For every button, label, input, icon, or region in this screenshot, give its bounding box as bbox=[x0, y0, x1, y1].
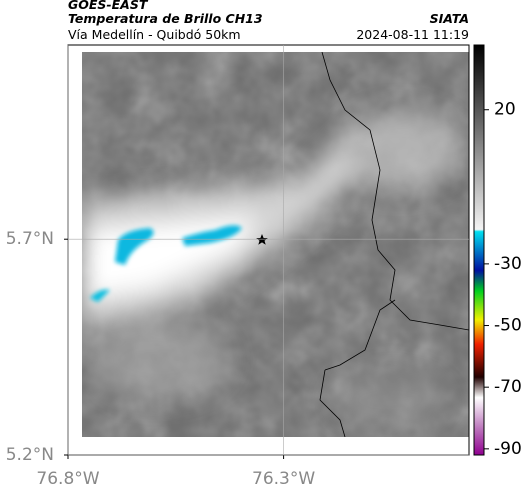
colorbar-tick-label: -90 bbox=[494, 439, 522, 459]
cold-tops bbox=[90, 225, 242, 302]
route: Vía Medellín - Quibdó 50km bbox=[68, 27, 241, 42]
x-tick-label: 76.8°W bbox=[36, 469, 99, 489]
colorbar-tick-label: -30 bbox=[494, 254, 522, 274]
colorbar-tick-label: -50 bbox=[494, 316, 522, 336]
border-lines bbox=[319, 52, 469, 437]
colorbar-tick-label: 20 bbox=[494, 100, 516, 120]
y-tick-label: 5.7°N bbox=[6, 229, 54, 249]
source: GOES-EAST bbox=[68, 0, 149, 12]
colorbar bbox=[473, 44, 485, 456]
x-tick-label: 76.3°W bbox=[252, 469, 315, 489]
satellite-image bbox=[82, 52, 469, 437]
colorbar-tick-label: -70 bbox=[494, 377, 522, 397]
y-tick-label: 5.2°N bbox=[6, 445, 54, 465]
agency: SIATA bbox=[430, 11, 469, 26]
product: Temperatura de Brillo CH13 bbox=[68, 11, 263, 26]
timestamp: 2024-08-11 11:19 bbox=[356, 27, 469, 42]
